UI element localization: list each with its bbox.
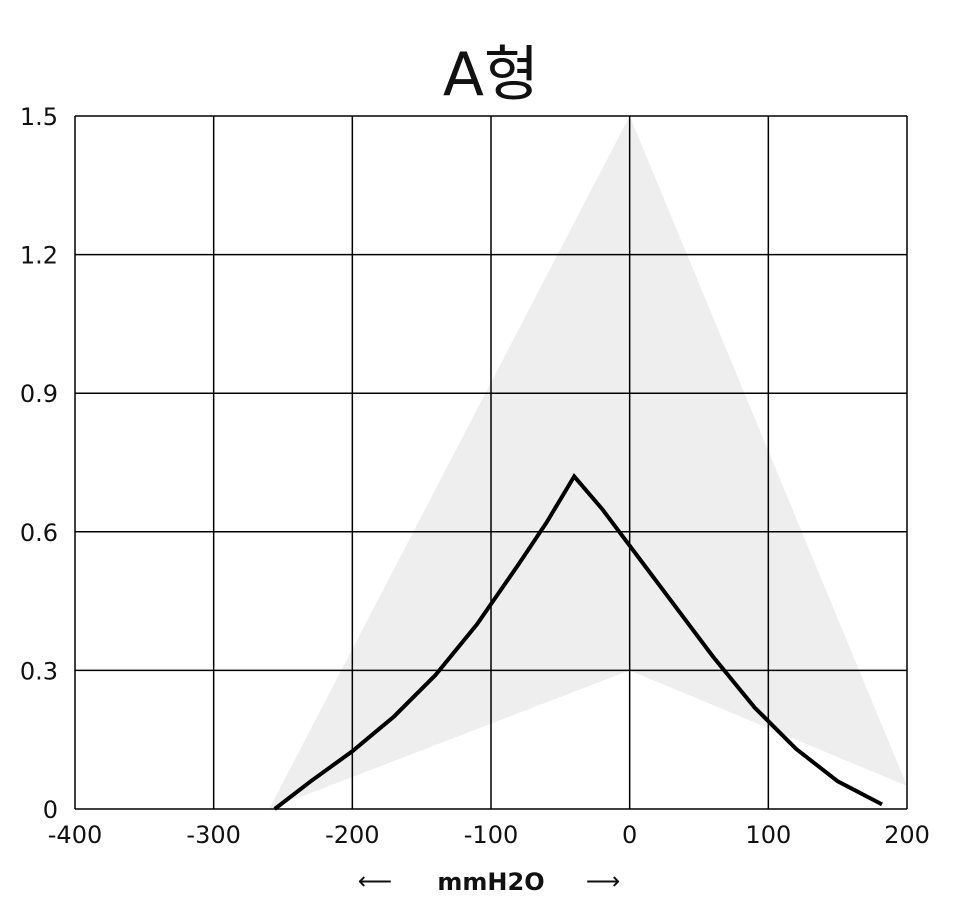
series	[273, 472, 883, 811]
shaded-area	[269, 116, 908, 809]
series-line	[273, 472, 883, 811]
y-axis-ticks: 0 0.3 0.6 0.9 1.2 1.5	[20, 103, 58, 824]
x-axis-left-arrow: ⟵	[358, 867, 392, 895]
chart-title: A형	[443, 40, 539, 110]
x-axis-right-arrow: ⟶	[586, 867, 620, 895]
y-tick-label: 0.9	[20, 380, 58, 408]
x-axis-label: mmH2O	[437, 868, 544, 896]
x-tick-label: -100	[464, 821, 518, 849]
x-axis-ticks: -400 -300 -200 -100 0 100 200	[48, 821, 930, 849]
x-tick-label: 100	[745, 821, 791, 849]
x-tick-label: -400	[48, 821, 102, 849]
y-tick-label: 1.2	[20, 242, 58, 270]
x-tick-label: -300	[186, 821, 240, 849]
y-tick-label: 0	[43, 796, 58, 824]
y-tick-label: 0.6	[20, 519, 58, 547]
x-tick-label: 0	[622, 821, 637, 849]
y-tick-label: 1.5	[20, 103, 58, 131]
shaded-region	[269, 116, 908, 809]
x-tick-label: 200	[884, 821, 930, 849]
x-tick-label: -200	[325, 821, 379, 849]
grid	[74, 115, 908, 810]
y-tick-label: 0.3	[20, 657, 58, 685]
